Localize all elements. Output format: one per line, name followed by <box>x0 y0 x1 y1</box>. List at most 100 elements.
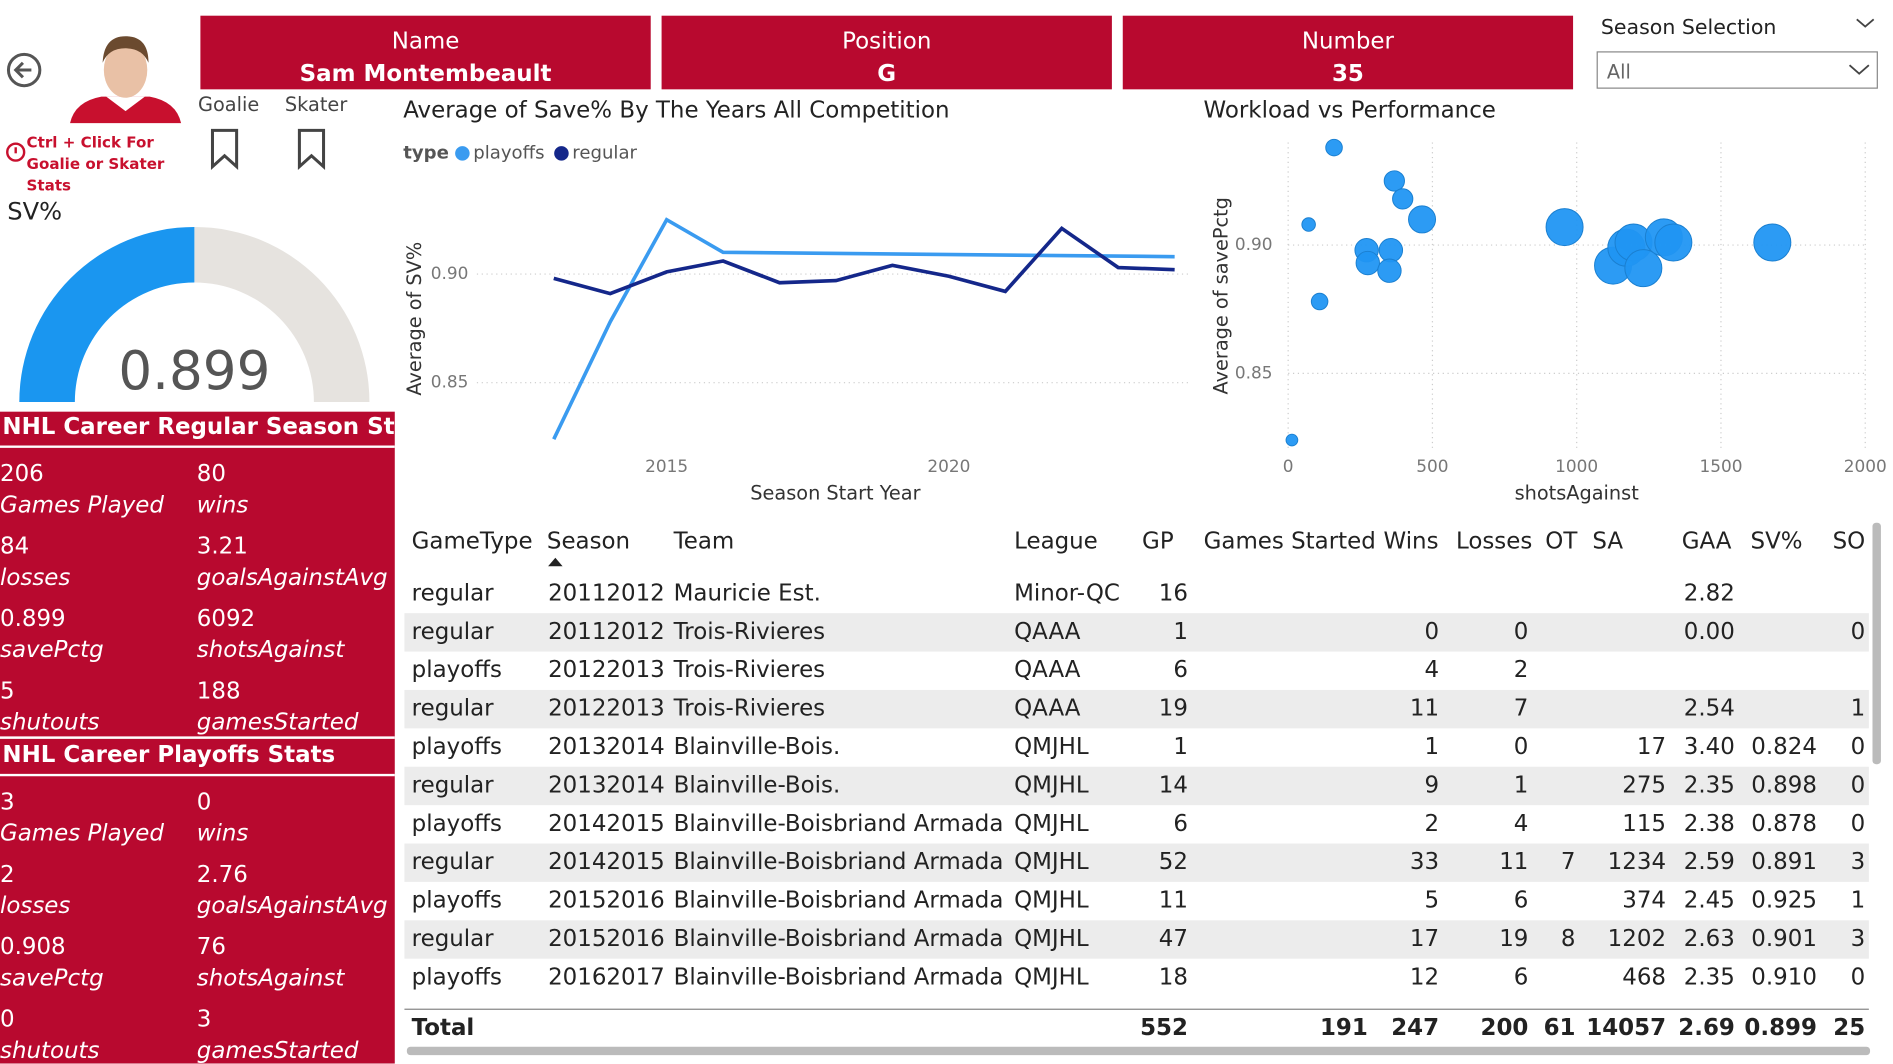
stat-value: 2.76 <box>197 862 248 888</box>
table-cell: 17 <box>1410 926 1439 952</box>
skater-label[interactable]: Skater <box>284 92 348 116</box>
bookmark-goalie[interactable] <box>210 128 239 170</box>
stat-value: 0 <box>197 789 212 815</box>
table-cell: Blainville-Boisbriand Armada <box>674 888 1004 914</box>
stat-label: losses <box>0 565 70 591</box>
scrollbar-vertical[interactable] <box>1872 522 1881 765</box>
stat-label: gamesStarted <box>197 710 359 736</box>
table-cell: 0 <box>1851 772 1866 798</box>
player-photo <box>70 36 182 124</box>
chart-title: Workload vs Performance <box>1204 98 1496 124</box>
stat-value: 6092 <box>197 606 255 632</box>
gauge-fill <box>19 226 195 403</box>
total-cell: 25 <box>1833 1015 1865 1041</box>
stat-label: goalsAgainstAvg <box>197 893 388 919</box>
bubble <box>1654 223 1693 262</box>
table-cell: QMJHL <box>1014 849 1089 875</box>
table-cell: regular <box>412 580 495 606</box>
scrollbar-horizontal[interactable] <box>406 1046 1871 1056</box>
stat-value: 188 <box>197 678 241 704</box>
table-cell: 1 <box>1424 734 1439 760</box>
table-cell: 3.40 <box>1684 734 1735 760</box>
bubble <box>1753 223 1792 262</box>
goalie-label[interactable]: Goalie <box>197 92 260 116</box>
table-cell: 2 <box>1514 657 1529 683</box>
hint: Ctrl + Click For Goalie or Skater Stats <box>26 132 165 195</box>
stat-label: losses <box>0 893 70 919</box>
bookmark-skater[interactable] <box>297 128 326 170</box>
stat-label: wins <box>197 492 249 518</box>
table-cell: 11 <box>1159 888 1188 914</box>
column-header: Losses <box>1456 529 1532 555</box>
table-cell: playoffs <box>412 657 502 683</box>
table-cell: QMJHL <box>1014 964 1089 990</box>
stat-value: 5 <box>0 678 15 704</box>
gauge-track <box>194 226 370 403</box>
stat-label: shotsAgainst <box>197 637 346 663</box>
slicer-value[interactable]: All <box>1606 60 1631 84</box>
table-cell: QMJHL <box>1014 888 1089 914</box>
table-cell: 2.45 <box>1684 888 1735 914</box>
table-cell: 3 <box>1851 926 1866 952</box>
stat-label: Games Played <box>0 821 164 847</box>
column-header: League <box>1014 529 1098 555</box>
column-header: Wins <box>1384 529 1439 555</box>
table-cell: 7 <box>1514 696 1529 722</box>
table-cell: playoffs <box>412 811 502 837</box>
total-cell: Total <box>412 1015 475 1041</box>
table-cell: 20152016 <box>548 888 665 914</box>
table-cell: QAAA <box>1014 657 1081 683</box>
bubble <box>1310 292 1329 311</box>
stat-value: 0 <box>0 1007 15 1033</box>
table-cell: 1 <box>1173 734 1188 760</box>
series-line <box>553 226 1175 296</box>
stat-label: goalsAgainstAvg <box>197 565 388 591</box>
table-cell: regular <box>412 696 495 722</box>
table-cell: regular <box>412 772 495 798</box>
bubble <box>1408 205 1437 234</box>
table-cell: 20112012 <box>548 580 665 606</box>
table-cell: 20152016 <box>548 926 665 952</box>
table-cell: 0.891 <box>1751 849 1817 875</box>
table-cell: 9 <box>1424 772 1439 798</box>
back-button[interactable] <box>6 52 42 88</box>
y-tick-label: 0.85 <box>431 372 469 392</box>
table-cell: 19 <box>1499 926 1528 952</box>
table-cell: 0 <box>1514 734 1529 760</box>
table-cell: 1 <box>1851 696 1866 722</box>
table-cell: 1 <box>1851 888 1866 914</box>
table-cell: 20142015 <box>548 811 665 837</box>
table-cell: 17 <box>1637 734 1666 760</box>
table-cell: 0 <box>1851 734 1866 760</box>
table-cell: 0 <box>1514 619 1529 645</box>
table-cell: 4 <box>1514 811 1529 837</box>
table-cell: 6 <box>1514 964 1529 990</box>
table-cell: 0.878 <box>1751 811 1817 837</box>
column-header: Team <box>673 529 735 555</box>
table-cell: Mauricie Est. <box>674 580 821 606</box>
table-cell: 6 <box>1514 888 1529 914</box>
table-cell: 1 <box>1173 619 1188 645</box>
table-cell: 0.901 <box>1751 926 1817 952</box>
slicer-label: Season Selection <box>1600 15 1777 40</box>
table-cell: 0.00 <box>1684 619 1735 645</box>
x-tick-label: 500 <box>1416 456 1448 476</box>
table-cell: 7 <box>1561 849 1576 875</box>
back-arrow <box>13 61 32 79</box>
table-cell: 2.59 <box>1684 849 1735 875</box>
table-cell: 5 <box>1424 888 1439 914</box>
table-cell: 20162017 <box>548 964 665 990</box>
chart-title: Average of Save% By The Years All Compet… <box>403 98 949 124</box>
table-cell: 6 <box>1173 811 1188 837</box>
column-header: GameType <box>412 529 533 555</box>
dropdown-box[interactable] <box>1596 51 1878 89</box>
stat-value: 84 <box>0 533 29 559</box>
table-cell: 19 <box>1159 696 1188 722</box>
legend-label: playoffs <box>473 142 544 163</box>
table-cell: 0.925 <box>1751 888 1817 914</box>
table-cell: 0.910 <box>1751 964 1817 990</box>
table-cell: QAAA <box>1014 696 1081 722</box>
sort-arrow <box>548 557 563 567</box>
bubble <box>1301 217 1316 232</box>
